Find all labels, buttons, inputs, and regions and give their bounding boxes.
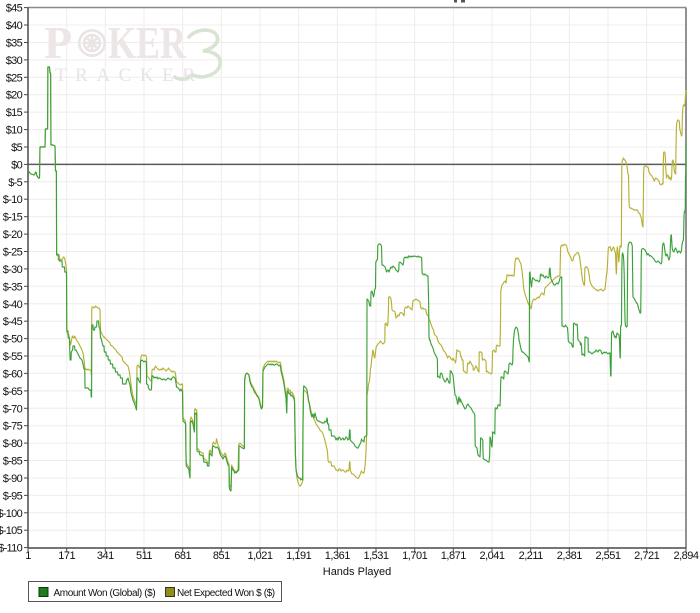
svg-text:$45: $45 (6, 3, 23, 15)
svg-text:1,871: 1,871 (441, 550, 466, 562)
svg-text:1,191: 1,191 (286, 550, 311, 562)
svg-text:$-95: $-95 (3, 490, 23, 502)
svg-text:$-35: $-35 (3, 281, 23, 293)
svg-text:P: P (44, 17, 72, 68)
svg-text:$-85: $-85 (3, 456, 23, 468)
svg-text:Net Expected Won $ ($): Net Expected Won $ ($) (177, 588, 275, 599)
svg-text:2,551: 2,551 (595, 550, 620, 562)
svg-text:1: 1 (25, 550, 31, 562)
svg-text:$5: $5 (11, 142, 22, 154)
svg-text:341: 341 (97, 550, 114, 562)
svg-text:$40: $40 (6, 20, 23, 32)
svg-text:2,894: 2,894 (673, 550, 698, 562)
svg-text:$-80: $-80 (3, 438, 23, 450)
svg-text:2,721: 2,721 (634, 550, 659, 562)
svg-text:$-5: $-5 (8, 177, 22, 189)
svg-text:$-100: $-100 (0, 508, 23, 520)
svg-text:1,361: 1,361 (325, 550, 350, 562)
svg-text:$-20: $-20 (3, 229, 23, 241)
svg-text:$15: $15 (6, 107, 23, 119)
svg-text:$10: $10 (6, 125, 23, 137)
svg-text:$-50: $-50 (3, 334, 23, 346)
svg-text:1,701: 1,701 (402, 550, 427, 562)
svg-text:$30: $30 (6, 55, 23, 67)
svg-text:511: 511 (136, 550, 152, 562)
svg-text:1,021: 1,021 (247, 550, 272, 562)
svg-text:KER: KER (108, 17, 187, 68)
svg-text:$-75: $-75 (3, 421, 23, 433)
svg-text:$-10: $-10 (3, 194, 23, 206)
svg-text:$-15: $-15 (3, 212, 23, 224)
svg-text:$-25: $-25 (3, 247, 23, 259)
svg-text:$-110: $-110 (0, 543, 23, 555)
svg-text:$-70: $-70 (3, 403, 23, 415)
svg-text:$35: $35 (6, 38, 23, 50)
svg-text:Hands Played: Hands Played (323, 566, 392, 578)
svg-text:2,211: 2,211 (519, 550, 544, 562)
svg-text:681: 681 (174, 550, 191, 562)
svg-text:$0: $0 (11, 159, 22, 171)
svg-text:$-60: $-60 (3, 368, 23, 380)
svg-text:$-45: $-45 (3, 316, 23, 328)
svg-text:2,041: 2,041 (479, 550, 504, 562)
svg-text:$-65: $-65 (3, 386, 23, 398)
svg-text:851: 851 (213, 550, 230, 562)
svg-text:Amount Won (Global) ($): Amount Won (Global) ($) (54, 588, 156, 599)
svg-text:$-30: $-30 (3, 264, 23, 276)
svg-text:2,381: 2,381 (557, 550, 582, 562)
svg-text:171: 171 (58, 550, 75, 562)
svg-text:$-40: $-40 (3, 299, 23, 311)
svg-text:$20: $20 (6, 90, 23, 102)
svg-text:$-105: $-105 (0, 525, 23, 537)
svg-text:1,531: 1,531 (363, 550, 388, 562)
svg-text:$-90: $-90 (3, 473, 23, 485)
svg-text:$-55: $-55 (3, 351, 23, 363)
svg-text:$25: $25 (6, 72, 23, 84)
